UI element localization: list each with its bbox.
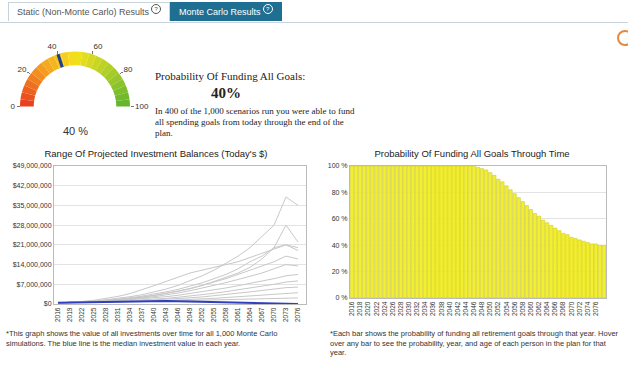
svg-text:2058: 2058 xyxy=(222,307,229,322)
svg-text:$14,000,000: $14,000,000 xyxy=(13,261,52,268)
html-text:Monte Carlo Results: Monte Carlo Results xyxy=(179,7,261,17)
html-text:In 400 of the 1,000 scenarios: In 400 of the 1,000 scenarios run you we… xyxy=(155,106,355,138)
svg-text:2061: 2061 xyxy=(234,307,241,322)
svg-text:$7,000,000: $7,000,000 xyxy=(17,281,52,288)
svg-text:40 %: 40 % xyxy=(63,125,88,137)
svg-text:80 %: 80 % xyxy=(332,189,348,196)
svg-text:2040: 2040 xyxy=(446,301,453,316)
svg-text:$35,000,000: $35,000,000 xyxy=(13,202,52,209)
svg-text:2070: 2070 xyxy=(568,301,575,316)
svg-text:60 %: 60 % xyxy=(332,215,348,222)
svg-text:2024: 2024 xyxy=(381,301,388,316)
svg-text:2031: 2031 xyxy=(114,307,121,322)
svg-text:2052: 2052 xyxy=(198,307,205,322)
svg-text:80: 80 xyxy=(124,65,133,74)
svg-text:2022: 2022 xyxy=(373,301,380,316)
svg-text:2028: 2028 xyxy=(102,307,109,322)
svg-text:100: 100 xyxy=(135,102,149,111)
svg-text:2046: 2046 xyxy=(470,301,477,316)
svg-text:60: 60 xyxy=(94,42,103,51)
svg-text:2034: 2034 xyxy=(126,307,133,322)
svg-text:2050: 2050 xyxy=(486,301,493,316)
svg-text:2016: 2016 xyxy=(54,307,61,322)
svg-text:2020: 2020 xyxy=(364,301,371,316)
svg-text:2070: 2070 xyxy=(270,307,277,322)
svg-text:2043: 2043 xyxy=(162,307,169,322)
svg-text:2064: 2064 xyxy=(246,307,253,322)
svg-text:$21,000,000: $21,000,000 xyxy=(13,241,52,248)
svg-text:2076: 2076 xyxy=(294,307,301,322)
svg-text:$28,000,000: $28,000,000 xyxy=(13,222,52,229)
svg-text:2074: 2074 xyxy=(584,301,591,316)
svg-text:2073: 2073 xyxy=(282,307,289,322)
svg-text:2062: 2062 xyxy=(535,301,542,316)
svg-text:$49,000,000: $49,000,000 xyxy=(13,162,52,169)
svg-text:2060: 2060 xyxy=(527,301,534,316)
html-text:Probability Of Funding All Goa: Probability Of Funding All Goals: xyxy=(155,70,306,82)
svg-text:Range Of Projected Investment: Range Of Projected Investment Balances (… xyxy=(44,148,267,159)
svg-text:2026: 2026 xyxy=(389,301,396,316)
svg-text:0: 0 xyxy=(10,102,15,111)
svg-text:2025: 2025 xyxy=(90,307,97,322)
svg-text:2056: 2056 xyxy=(511,301,518,316)
svg-text:2068: 2068 xyxy=(559,301,566,316)
svg-text:2049: 2049 xyxy=(186,307,193,322)
svg-text:$42,000,000: $42,000,000 xyxy=(13,182,52,189)
html-text:*Each bar shows the probabilit: *Each bar shows the probability of fundi… xyxy=(330,329,619,357)
svg-text:2067: 2067 xyxy=(258,307,265,322)
svg-text:100 %: 100 % xyxy=(328,162,348,169)
svg-text:2018: 2018 xyxy=(356,301,363,316)
svg-text:2052: 2052 xyxy=(494,301,501,316)
html-text:Static (Non-Monte Carlo) Resul: Static (Non-Monte Carlo) Results xyxy=(17,7,149,17)
svg-text:40 %: 40 % xyxy=(332,242,348,249)
svg-text:2040: 2040 xyxy=(150,307,157,322)
svg-text:2058: 2058 xyxy=(519,301,526,316)
html-text:40%: 40% xyxy=(211,85,241,101)
svg-text:2042: 2042 xyxy=(454,301,461,316)
svg-text:2055: 2055 xyxy=(210,307,217,322)
svg-text:2064: 2064 xyxy=(543,301,550,316)
svg-text:2046: 2046 xyxy=(174,307,181,322)
svg-text:2016: 2016 xyxy=(348,301,355,316)
svg-text:2036: 2036 xyxy=(429,301,436,316)
svg-text:20 %: 20 % xyxy=(332,268,348,275)
svg-text:2022: 2022 xyxy=(78,307,85,322)
svg-text:20: 20 xyxy=(17,65,26,74)
svg-text:2037: 2037 xyxy=(138,307,145,322)
svg-text:2044: 2044 xyxy=(462,301,469,316)
svg-text:2038: 2038 xyxy=(438,301,445,316)
svg-text:Probability Of Funding All Goa: Probability Of Funding All Goals Through… xyxy=(374,148,569,159)
svg-text:0 %: 0 % xyxy=(336,294,348,301)
svg-text:2048: 2048 xyxy=(478,301,485,316)
svg-text:$0: $0 xyxy=(44,300,52,307)
svg-text:2032: 2032 xyxy=(413,301,420,316)
svg-text:2028: 2028 xyxy=(397,301,404,316)
svg-text:2066: 2066 xyxy=(551,301,558,316)
html-text:*This graph shows the value of: *This graph shows the value of all inves… xyxy=(6,329,278,348)
svg-text:2019: 2019 xyxy=(66,307,73,322)
svg-text:2076: 2076 xyxy=(592,301,599,316)
svg-text:40: 40 xyxy=(48,42,57,51)
svg-text:2034: 2034 xyxy=(421,301,428,316)
svg-text:2030: 2030 xyxy=(405,301,412,316)
svg-text:2072: 2072 xyxy=(576,301,583,316)
svg-text:2054: 2054 xyxy=(503,301,510,316)
